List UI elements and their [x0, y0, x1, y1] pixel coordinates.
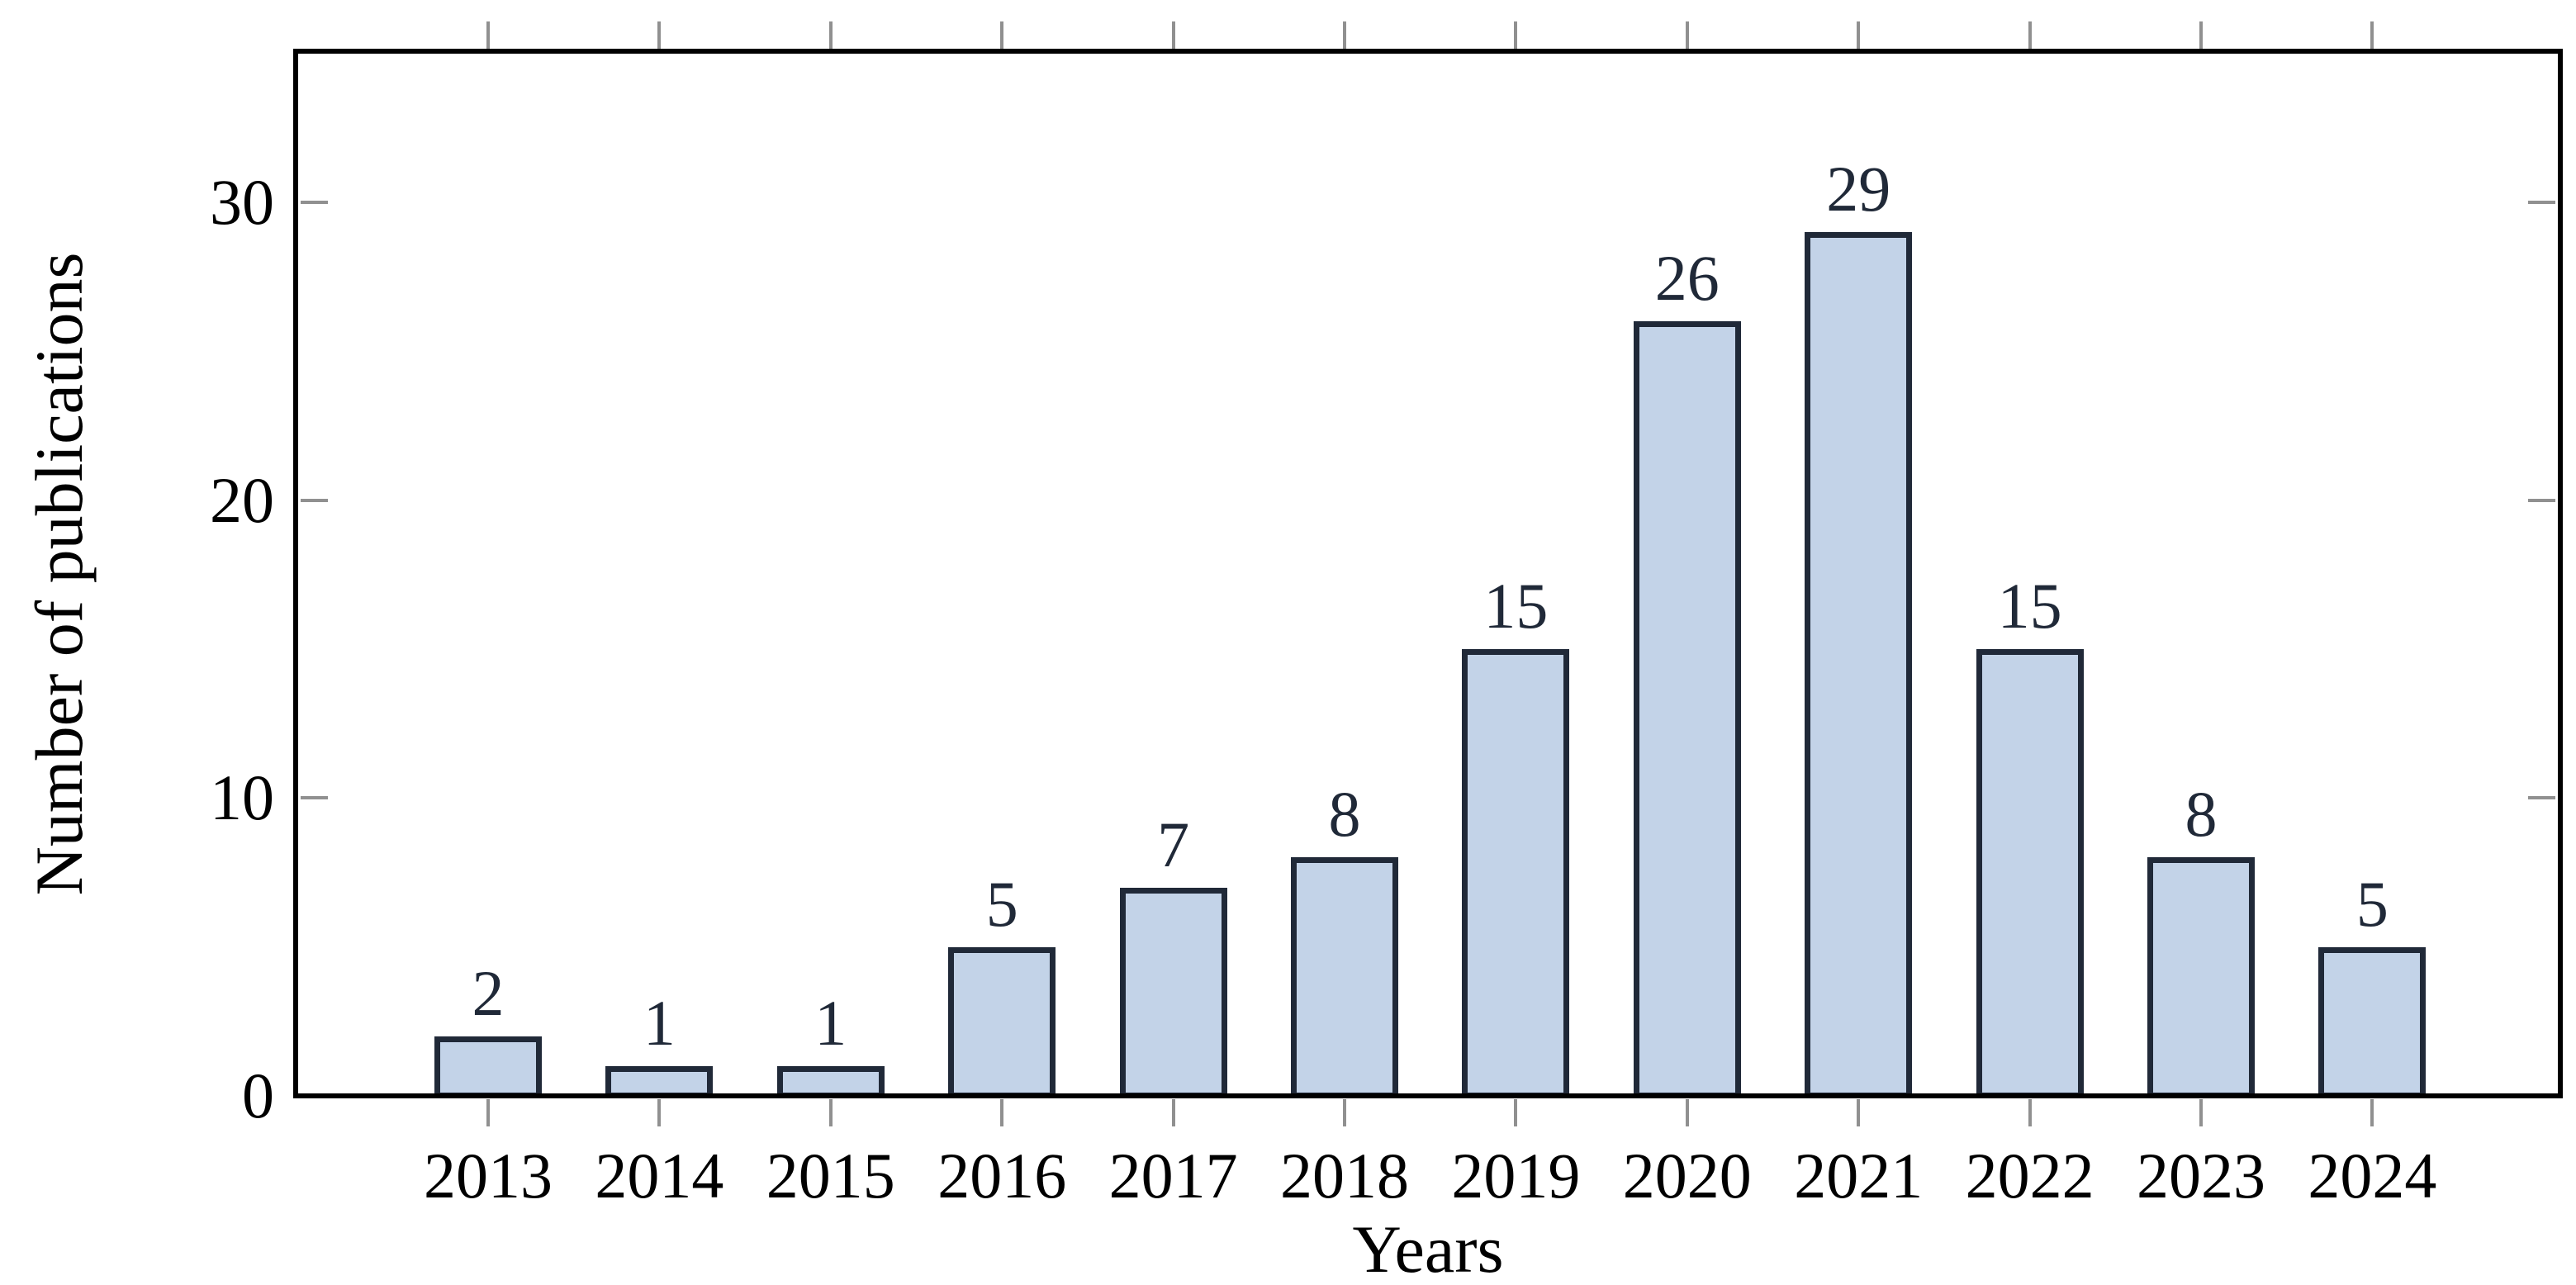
bar-2015: [776, 1066, 885, 1098]
x-axis-title: Years: [1352, 1212, 1504, 1285]
plot-area: [293, 49, 2563, 1098]
x-tick-mark-bottom-2020: [1685, 1099, 1689, 1126]
x-tick-mark-bottom-2018: [1343, 1099, 1346, 1126]
bar-value-label-2021: 29: [1826, 153, 1891, 225]
y-tick-label-30: 30: [210, 166, 274, 238]
x-tick-mark-bottom-2016: [1000, 1099, 1004, 1126]
bar-value-label-2017: 7: [1157, 808, 1190, 880]
x-tick-label-2020: 2020: [1622, 1140, 1752, 1212]
x-tick-mark-bottom-2015: [828, 1099, 833, 1126]
x-tick-mark-top-2023: [2199, 21, 2203, 49]
x-tick-label-2014: 2014: [595, 1140, 724, 1212]
bar-2021: [1805, 232, 1913, 1098]
x-tick-mark-top-2018: [1343, 21, 1346, 49]
bar-value-label-2014: 1: [643, 987, 676, 1059]
x-tick-label-2013: 2013: [424, 1140, 553, 1212]
bar-value-label-2023: 8: [2185, 778, 2218, 850]
bar-2023: [2147, 857, 2255, 1098]
bar-2019: [1462, 649, 1570, 1098]
y-axis-title: Number of publications: [21, 252, 97, 896]
bar-value-label-2024: 5: [2355, 868, 2389, 940]
y-tick-mark-left-20: [301, 499, 328, 502]
x-tick-mark-top-2024: [2370, 21, 2374, 49]
x-tick-label-2017: 2017: [1108, 1140, 1238, 1212]
bar-value-label-2016: 5: [985, 868, 1018, 940]
bar-value-label-2020: 26: [1654, 242, 1720, 314]
bar-value-label-2015: 1: [814, 987, 847, 1059]
x-tick-mark-bottom-2024: [2370, 1099, 2374, 1126]
y-tick-mark-right-20: [2528, 499, 2555, 502]
x-tick-mark-top-2022: [2028, 21, 2032, 49]
x-tick-mark-top-2014: [657, 21, 662, 49]
x-tick-mark-top-2015: [828, 21, 833, 49]
x-tick-label-2023: 2023: [2137, 1140, 2265, 1212]
x-tick-mark-bottom-2019: [1514, 1099, 1518, 1126]
x-tick-mark-bottom-2014: [657, 1099, 662, 1126]
x-tick-mark-top-2021: [1857, 21, 1861, 49]
x-tick-mark-top-2020: [1685, 21, 1689, 49]
x-tick-label-2024: 2024: [2308, 1140, 2437, 1212]
bar-2016: [948, 947, 1056, 1098]
x-tick-label-2018: 2018: [1280, 1140, 1409, 1212]
x-tick-mark-top-2017: [1171, 21, 1175, 49]
x-tick-mark-bottom-2021: [1857, 1099, 1861, 1126]
x-tick-mark-bottom-2023: [2199, 1099, 2203, 1126]
x-tick-mark-top-2013: [486, 21, 490, 49]
x-tick-mark-bottom-2017: [1171, 1099, 1175, 1126]
y-tick-mark-left-30: [301, 201, 328, 204]
bar-value-label-2019: 15: [1483, 570, 1549, 642]
y-tick-mark-left-10: [301, 796, 328, 799]
y-tick-label-20: 20: [210, 464, 274, 536]
bar-2022: [1976, 649, 2084, 1098]
x-tick-label-2016: 2016: [937, 1140, 1067, 1212]
bar-2018: [1291, 857, 1398, 1098]
y-tick-label-10: 10: [210, 761, 274, 833]
x-tick-label-2019: 2019: [1451, 1140, 1581, 1212]
x-tick-mark-top-2016: [1000, 21, 1004, 49]
x-tick-label-2015: 2015: [766, 1140, 895, 1212]
y-tick-label-0: 0: [242, 1060, 274, 1131]
bar-value-label-2013: 2: [472, 957, 505, 1029]
bar-value-label-2022: 15: [1997, 570, 2062, 642]
bar-2024: [2318, 947, 2427, 1098]
x-tick-label-2022: 2022: [1965, 1140, 2094, 1212]
x-tick-label-2021: 2021: [1794, 1140, 1924, 1212]
bar-2017: [1119, 888, 1227, 1098]
x-tick-mark-bottom-2013: [486, 1099, 490, 1126]
x-tick-mark-bottom-2022: [2028, 1099, 2032, 1126]
y-tick-mark-right-30: [2528, 201, 2555, 204]
bar-2020: [1633, 321, 1741, 1098]
x-tick-mark-top-2019: [1514, 21, 1518, 49]
bar-value-label-2018: 8: [1328, 778, 1361, 850]
y-tick-mark-right-10: [2528, 796, 2555, 799]
